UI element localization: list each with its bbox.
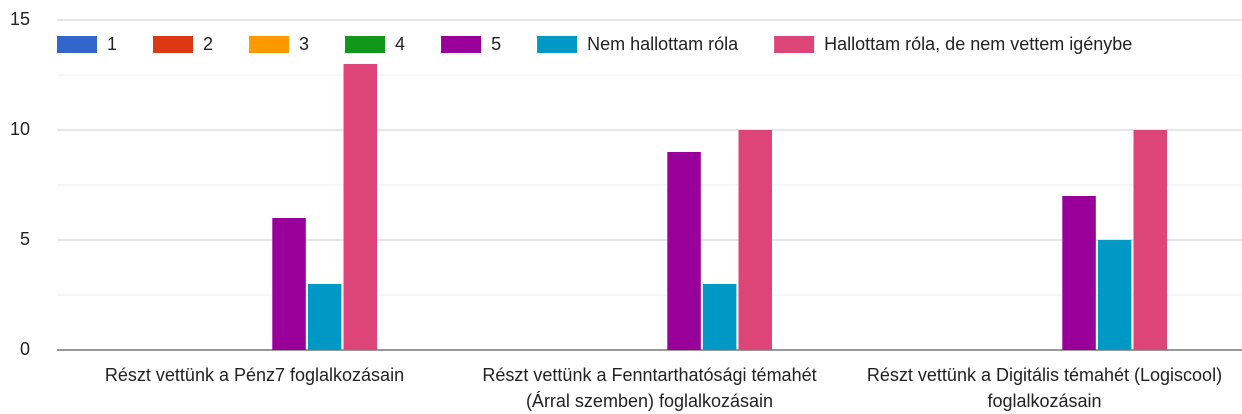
y-tick-label: 10 [10,119,30,139]
bar [343,64,377,350]
y-tick-label: 5 [20,229,30,249]
bar [738,130,772,350]
bar [307,284,342,350]
bar [1133,130,1167,350]
legend-label: Hallottam róla, de nem vettem igénybe [824,34,1132,54]
legend-swatch [249,36,290,53]
legend-swatch [441,36,482,53]
legend-label: 3 [299,34,309,54]
y-tick-label: 0 [20,339,30,359]
legend-label: 1 [107,34,117,54]
bar [667,152,701,350]
bar [702,284,737,350]
legend-swatch [153,36,194,53]
y-tick-label: 15 [10,9,30,29]
legend-swatch [57,36,97,53]
x-tick-label: Részt vettünk a Fenntarthatósági témahét… [482,365,817,411]
legend-swatch [537,36,578,53]
bar [1062,196,1096,350]
legend-label: 5 [491,34,501,54]
legend-label: 4 [395,34,405,54]
legend-label: 2 [203,34,213,54]
legend-label: Nem hallottam róla [587,34,739,54]
x-tick-label: Részt vettünk a Pénz7 foglalkozásain [104,365,405,385]
x-tick-label: Részt vettünk a Digitális témahét (Logis… [866,365,1223,411]
legend-swatch [345,36,386,53]
legend-swatch [774,36,815,53]
bar [272,218,306,350]
bar [1097,240,1132,350]
